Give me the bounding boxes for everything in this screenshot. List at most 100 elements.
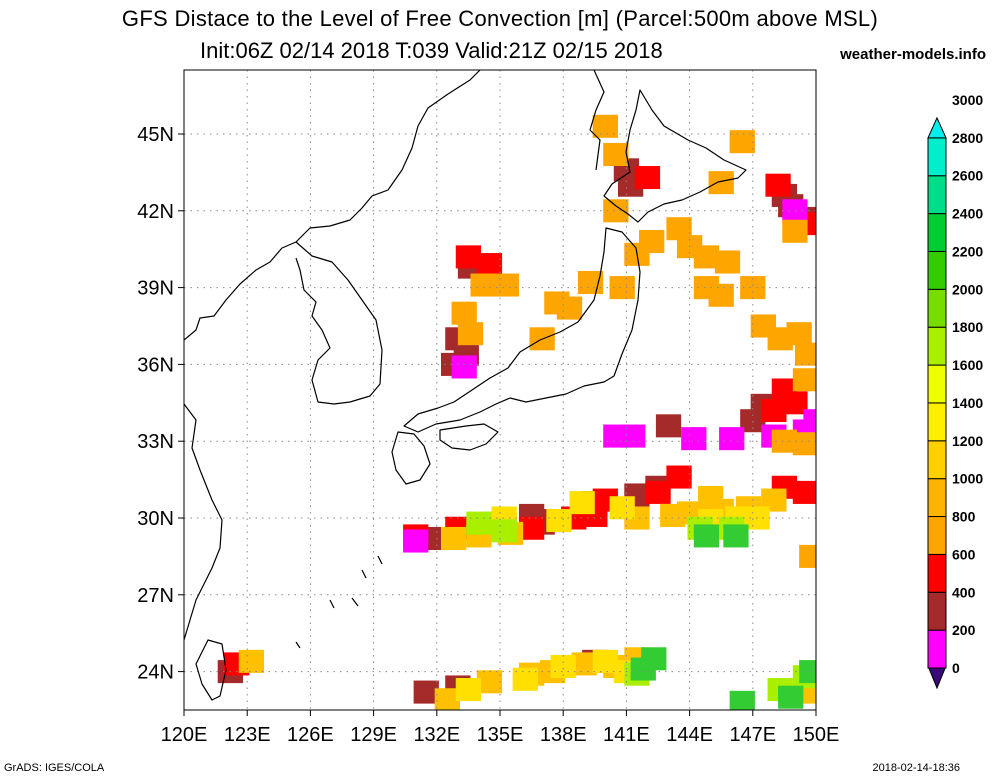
- field-cell-orange: [786, 322, 812, 346]
- colorbar-min-arrow: [927, 665, 947, 690]
- field-cell-magenta: [719, 427, 745, 451]
- field-cell-red: [782, 391, 808, 415]
- colorbar-label: 0: [952, 660, 960, 676]
- lon-tick-label: 132E: [413, 724, 460, 746]
- field-cell-amber: [434, 688, 460, 710]
- colorbar-label: 2600: [952, 168, 983, 184]
- field-cell-orange: [451, 301, 477, 325]
- lon-tick-labels: 120E 123E 126E 129E 132E 135E 138E 141E 144E 147E…: [161, 710, 840, 746]
- field-cell-amber: [476, 670, 503, 694]
- coastline-shikoku: [439, 423, 499, 451]
- field-cell-orange: [794, 342, 816, 366]
- lon-tick-label: 147E: [729, 724, 776, 746]
- field-cell-yellow: [455, 678, 482, 702]
- field-cell-orange: [799, 544, 816, 568]
- lat-tick-label: 24N: [137, 662, 174, 684]
- field-cell-red: [518, 516, 545, 540]
- lon-tick-label: 144E: [666, 724, 713, 746]
- colorbar-swatch: [927, 175, 947, 215]
- lat-tick-label: 33N: [137, 431, 174, 453]
- colorbar-swatch: [927, 288, 947, 328]
- colorbar-label: 1800: [952, 319, 983, 335]
- coastline-honshu: [403, 227, 641, 433]
- field-cell-orange: [639, 230, 665, 254]
- colorbar-label: 1200: [952, 433, 983, 449]
- coastline-kyushu: [391, 431, 431, 485]
- lon-tick-label: 138E: [540, 724, 587, 746]
- colorbar-label: 2000: [952, 281, 983, 297]
- field-cell-orange: [708, 283, 734, 307]
- colorbar-label: 2200: [952, 243, 983, 259]
- field-cell-red: [455, 245, 482, 269]
- lon-tick-label: 129E: [350, 724, 397, 746]
- field-cell-brown: [413, 680, 439, 704]
- field-cell-yellow: [609, 496, 635, 520]
- grid-layer: [184, 70, 816, 710]
- field-cell-orange: [708, 171, 734, 195]
- field-cell-amber: [238, 649, 265, 673]
- lat-tick-label: 27N: [137, 585, 174, 607]
- field-cell-lime: [491, 519, 517, 543]
- field-cell-orange: [609, 276, 635, 300]
- colorbar: 0 200 400 600 800 1000 1200 1400 1600 1800 2000 220…: [927, 92, 983, 690]
- field-cell-orange: [771, 429, 798, 453]
- colorbar-swatch: [927, 478, 947, 518]
- lat-tick-label: 42N: [137, 201, 174, 223]
- colorbar-label: 600: [952, 546, 976, 562]
- field-cell-orange: [666, 217, 692, 241]
- field-cell-orange: [693, 245, 720, 269]
- field-cell-green: [729, 690, 755, 710]
- field-cell-red: [645, 480, 671, 504]
- field-cell-lime: [466, 511, 492, 535]
- field-cell-yellow: [546, 509, 572, 533]
- field-cell-magenta: [681, 427, 707, 451]
- colorbar-swatch: [927, 440, 947, 480]
- lon-tick-label: 141E: [603, 724, 650, 746]
- lon-tick-label: 123E: [224, 724, 271, 746]
- colorbar-label: 1000: [952, 471, 983, 487]
- lat-tick-label: 39N: [137, 278, 174, 300]
- field-cell-yellow: [550, 654, 576, 678]
- coastline-hokkaido: [603, 89, 747, 223]
- colorbar-swatch: [927, 591, 947, 631]
- colorbar-label: 2800: [952, 130, 983, 146]
- field-cell-orange: [577, 270, 604, 294]
- coastline-taiwan: [195, 639, 227, 701]
- lat-tick-labels: 24N 27N 30N 33N 36N 39N 42N 45N: [137, 124, 184, 684]
- field-layer: [217, 114, 816, 710]
- field-cell-magenta: [451, 355, 477, 379]
- field-cell-green: [641, 647, 667, 671]
- field-cell-red: [666, 465, 692, 489]
- field-cell-orange: [470, 273, 496, 297]
- field-cell-yellow: [512, 667, 538, 691]
- lon-tick-label: 150E: [793, 724, 840, 746]
- colorbar-label: 3000: [952, 92, 983, 108]
- field-cell-green: [778, 685, 804, 709]
- field-cell-orange: [792, 432, 816, 456]
- field-cell-orange: [457, 322, 484, 346]
- footer-credit: GrADS: IGES/COLA: [4, 762, 105, 774]
- field-cell-orange: [603, 142, 629, 166]
- field-cell-orange: [603, 199, 629, 223]
- field-cell-red: [761, 398, 787, 422]
- field-cell-green: [723, 524, 749, 548]
- field-cell-amber: [571, 652, 597, 676]
- colorbar-label: 200: [952, 622, 976, 638]
- colorbar-label: 1600: [952, 357, 983, 373]
- lon-tick-label: 126E: [287, 724, 334, 746]
- colorbar-max-arrow: [927, 116, 947, 139]
- field-cell-magenta: [620, 424, 646, 448]
- field-cell-green: [799, 660, 816, 684]
- field-cell-amber: [698, 486, 724, 510]
- field-cell-amber: [441, 526, 467, 550]
- colorbar-label: 2400: [952, 206, 983, 222]
- field-cell-magenta: [403, 529, 429, 553]
- coastline-korea: [295, 241, 383, 405]
- lat-tick-label: 36N: [137, 354, 174, 376]
- lat-tick-label: 30N: [137, 508, 174, 530]
- field-cell-red: [792, 480, 816, 504]
- brand-label[interactable]: weather-models.info: [840, 46, 986, 63]
- field-cell-magenta: [803, 409, 816, 433]
- field-cell-amber: [761, 488, 787, 512]
